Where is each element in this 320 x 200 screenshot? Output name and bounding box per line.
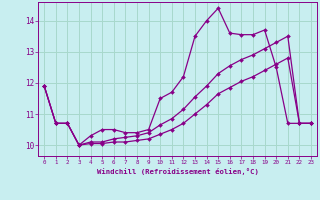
X-axis label: Windchill (Refroidissement éolien,°C): Windchill (Refroidissement éolien,°C) [97, 168, 259, 175]
